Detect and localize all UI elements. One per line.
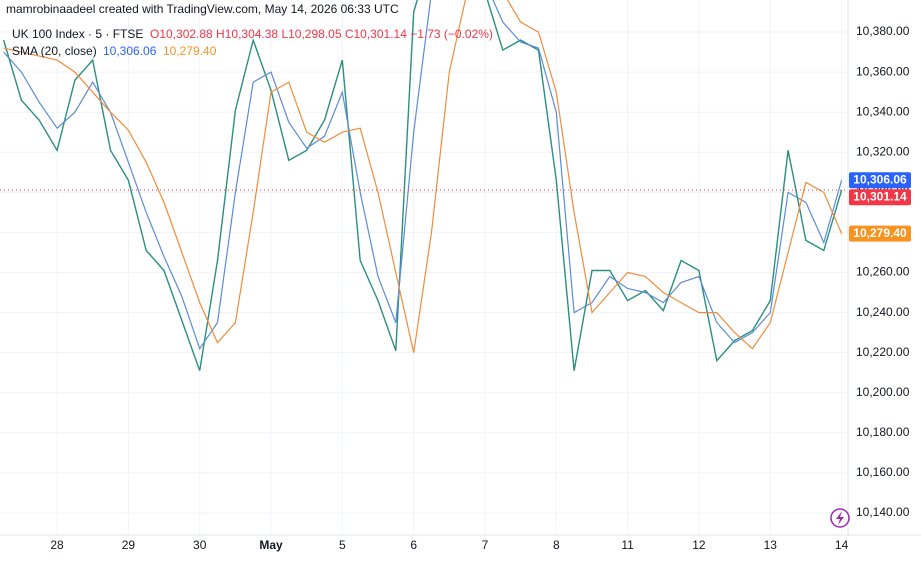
y-tick-label: 10,240.00	[856, 305, 910, 319]
x-tick-label: 8	[553, 538, 560, 552]
y-tick-label: 10,320.00	[856, 144, 910, 158]
x-tick-label: 28	[50, 538, 64, 552]
x-tick-label: 30	[193, 538, 207, 552]
x-tick-label: 12	[692, 538, 706, 552]
price-badge-label: 10,301.14	[853, 189, 907, 203]
icon[interactable]	[830, 508, 850, 528]
price-badge	[849, 172, 911, 189]
plot-area	[2, 0, 843, 371]
y-tick-label: 10,160.00	[856, 465, 910, 479]
sma-line	[3, 0, 843, 353]
y-tick-label: 10,360.00	[856, 64, 910, 78]
y-tick-label: 10,340.00	[856, 104, 910, 118]
x-tick-label: May	[259, 538, 283, 552]
y-tick-label: 10,220.00	[856, 345, 910, 359]
indicator-name: SMA (20, close)	[12, 44, 97, 58]
price-badge	[849, 225, 911, 242]
x-tick-label: 5	[339, 538, 346, 552]
grid	[0, 0, 848, 535]
y-tick-label: 10,180.00	[856, 425, 910, 439]
x-tick-label: 6	[410, 538, 417, 552]
ohlc: O10,302.88 H10,304.38 L10,298.05 C10,301…	[150, 27, 493, 41]
indicator-value: 10,306.06	[103, 44, 157, 58]
price-badge-label: 10,306.06	[853, 172, 907, 186]
y-tick-label: 10,260.00	[856, 265, 910, 279]
sma-line	[3, 0, 843, 351]
y-tick-label: 10,140.00	[856, 505, 910, 519]
price-badge-label: 10,279.40	[853, 226, 907, 240]
y-tick-label: 10,200.00	[856, 385, 910, 399]
indicator-value: 10,279.40	[163, 44, 217, 58]
x-tick-label: 11	[621, 538, 634, 552]
x-tick-label: 14	[835, 538, 849, 552]
attribution: mamrobinaadeel created with TradingView.…	[6, 2, 399, 16]
price-badge	[849, 189, 911, 206]
x-tick-label: 7	[482, 538, 489, 552]
chart-title: UK 100 Index · 5 · FTSE	[12, 27, 143, 41]
y-tick-label: 10,380.00	[856, 24, 910, 38]
x-tick-label: 13	[764, 538, 778, 552]
x-tick-label: 29	[122, 538, 136, 552]
